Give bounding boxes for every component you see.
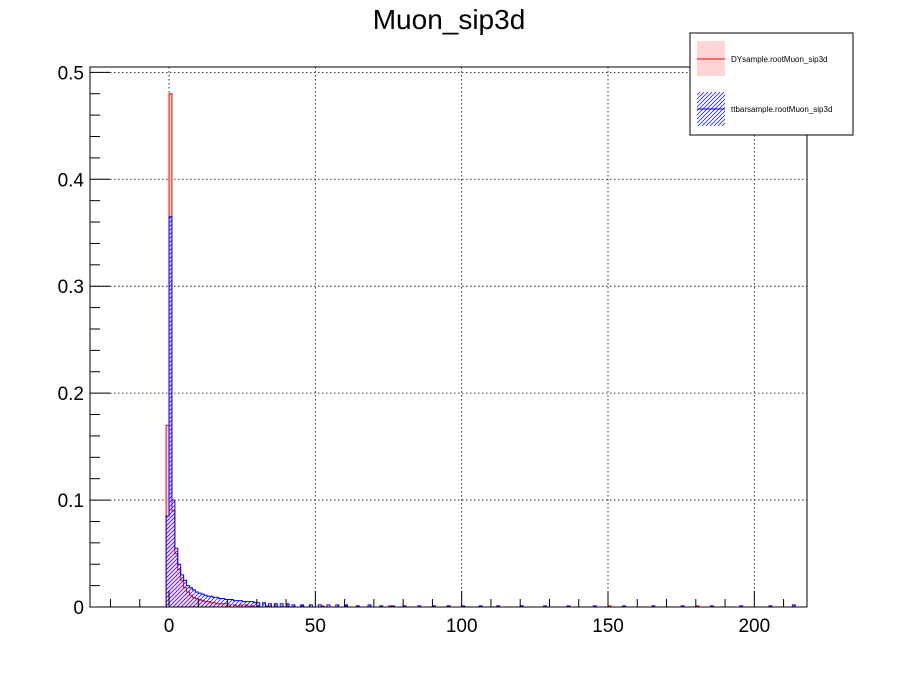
histogram-bin xyxy=(309,604,313,607)
histogram-bin xyxy=(300,604,304,607)
histogram-bin xyxy=(180,574,184,607)
histogram-bin xyxy=(236,600,240,607)
histogram-bin xyxy=(186,585,190,607)
legend-label-dy: DYsample.rootMuon_sip3d xyxy=(731,55,828,64)
histogram-bin xyxy=(189,587,193,607)
histogram-bin xyxy=(250,601,254,607)
histogram-bin xyxy=(417,605,421,607)
histogram-bin xyxy=(543,605,547,607)
histogram-bin xyxy=(198,593,202,607)
x-tick-label: 200 xyxy=(738,616,770,637)
histogram-bin xyxy=(201,594,205,607)
legend: DYsample.rootMuon_sip3d ttbarsample.rootM… xyxy=(689,32,854,136)
histogram-bin xyxy=(262,602,266,607)
histogram-bin xyxy=(379,605,383,607)
chart-title: Muon_sip3d xyxy=(372,4,526,35)
histogram-bin xyxy=(248,601,251,607)
histogram-bin xyxy=(461,605,465,607)
histogram-bin xyxy=(253,602,257,607)
series-outline xyxy=(165,216,796,607)
histogram-bin xyxy=(207,596,210,607)
series-outline xyxy=(165,93,700,607)
histogram-bin xyxy=(268,603,272,607)
histogram-bin xyxy=(280,603,284,607)
histogram-bin xyxy=(792,604,796,607)
histogram-bin xyxy=(215,597,219,607)
histogram-bin xyxy=(212,597,216,607)
histogram-bin xyxy=(327,604,330,607)
histogram-bin xyxy=(183,580,187,607)
histogram-bars xyxy=(165,93,796,608)
histogram-bin xyxy=(710,605,714,607)
x-tick-label: 100 xyxy=(446,616,478,637)
y-tick-label: 0.4 xyxy=(58,170,85,191)
histogram-bin xyxy=(695,605,699,607)
histogram-bin xyxy=(265,605,269,607)
histogram-bin xyxy=(227,599,231,607)
series-dy xyxy=(165,93,700,608)
histogram-bin xyxy=(496,605,500,607)
histogram-bin xyxy=(335,604,339,607)
histogram-bin xyxy=(245,601,249,607)
histogram-bin xyxy=(286,603,290,607)
histogram-bin xyxy=(230,599,234,607)
histogram-bin xyxy=(171,500,175,607)
y-tick-label: 0.3 xyxy=(58,277,84,298)
legend-entry-dy: DYsample.rootMuon_sip3d xyxy=(697,41,828,76)
histogram-bin xyxy=(221,598,225,607)
grid-lines xyxy=(90,67,807,607)
histogram-bin xyxy=(479,605,483,607)
histogram-bin xyxy=(391,605,395,607)
histogram-bin xyxy=(356,605,360,607)
x-tick-label: 0 xyxy=(164,616,175,637)
histogram-bin xyxy=(403,605,407,607)
histogram-bin xyxy=(607,605,611,607)
histogram-bin xyxy=(291,604,295,607)
histogram-bin xyxy=(768,605,772,607)
axes: 0 0.1 0.2 0.3 0.4 0.5 0 50 100 150 200 xyxy=(58,63,808,637)
histogram-bin xyxy=(274,603,278,607)
histogram-bin xyxy=(447,605,450,607)
histogram-bin xyxy=(177,564,181,607)
histogram-bin xyxy=(256,602,260,607)
histogram-bin xyxy=(166,516,170,607)
histogram-bin xyxy=(204,595,208,607)
y-tick-label: 0.5 xyxy=(58,63,84,84)
x-tick-label: 150 xyxy=(592,616,624,637)
histogram-bin xyxy=(368,604,371,607)
histogram-bin xyxy=(622,605,626,607)
histogram-bin xyxy=(224,599,228,607)
histogram-bin xyxy=(520,605,524,607)
y-tick-label: 0.2 xyxy=(58,384,84,405)
y-tick-label: 0.1 xyxy=(58,491,84,512)
series-ttbar xyxy=(165,216,796,607)
histogram-bin xyxy=(388,605,392,607)
y-tick-label: 0 xyxy=(73,598,84,619)
histogram-bin xyxy=(242,601,246,607)
histogram-bin xyxy=(739,605,743,607)
histogram-bin xyxy=(169,216,172,607)
histogram-bin xyxy=(233,600,237,607)
x-tick-label: 50 xyxy=(305,616,326,637)
histogram-bin xyxy=(318,604,322,607)
histogram-bin xyxy=(174,548,178,607)
legend-label-ttbar: ttbarsample.rootMuon_sip3d xyxy=(731,105,832,114)
histogram-bin xyxy=(681,605,685,607)
histogram-bin xyxy=(192,589,196,607)
histogram-bin xyxy=(432,605,436,607)
histogram-bin xyxy=(218,598,222,607)
plot-frame xyxy=(89,66,808,608)
histogram-bin xyxy=(239,600,243,607)
histogram-bin xyxy=(651,605,655,607)
histogram-bin xyxy=(567,605,570,607)
legend-entry-ttbar: ttbarsample.rootMuon_sip3d xyxy=(697,92,832,126)
histogram-bin xyxy=(593,605,597,607)
histogram-bin xyxy=(344,604,348,607)
histogram-bin xyxy=(321,605,325,607)
histogram-bin xyxy=(195,592,199,607)
histogram-bin xyxy=(209,596,213,607)
